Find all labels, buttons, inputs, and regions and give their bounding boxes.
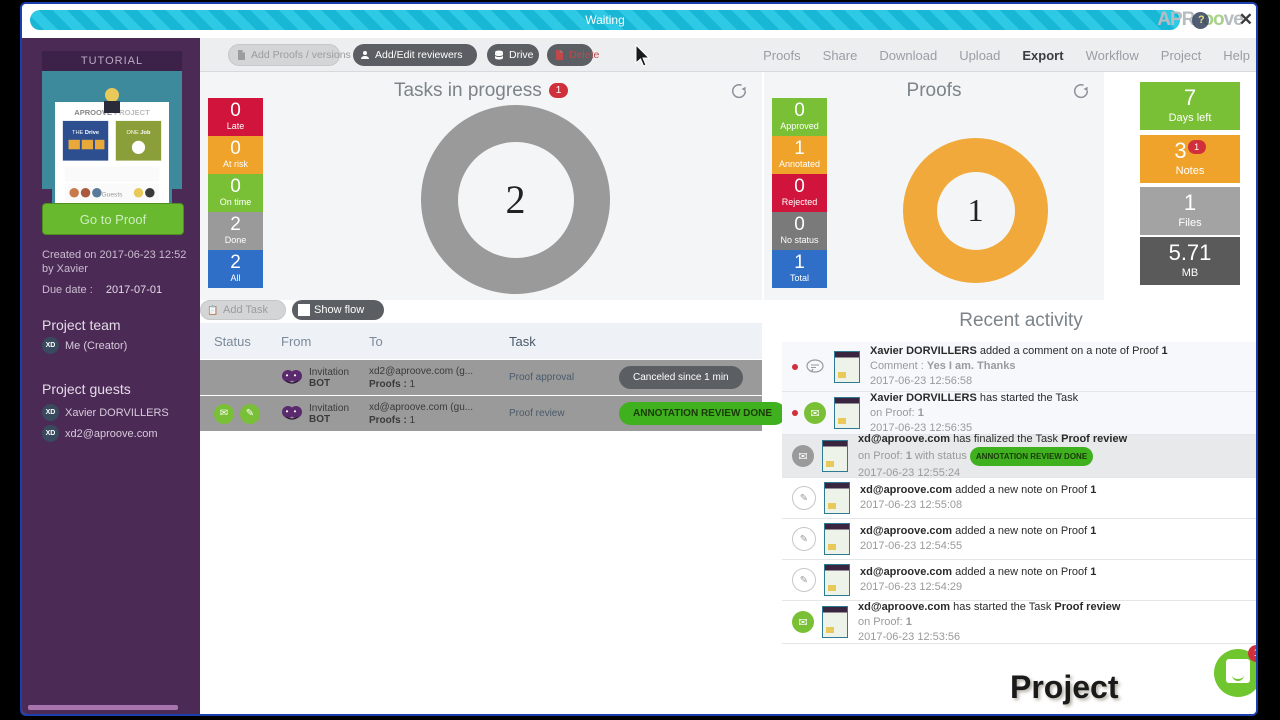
svg-text:Guests: Guests [102,192,124,199]
svg-text:THE Drive: THE Drive [72,130,99,136]
svg-text:ONE Job: ONE Job [127,130,151,136]
